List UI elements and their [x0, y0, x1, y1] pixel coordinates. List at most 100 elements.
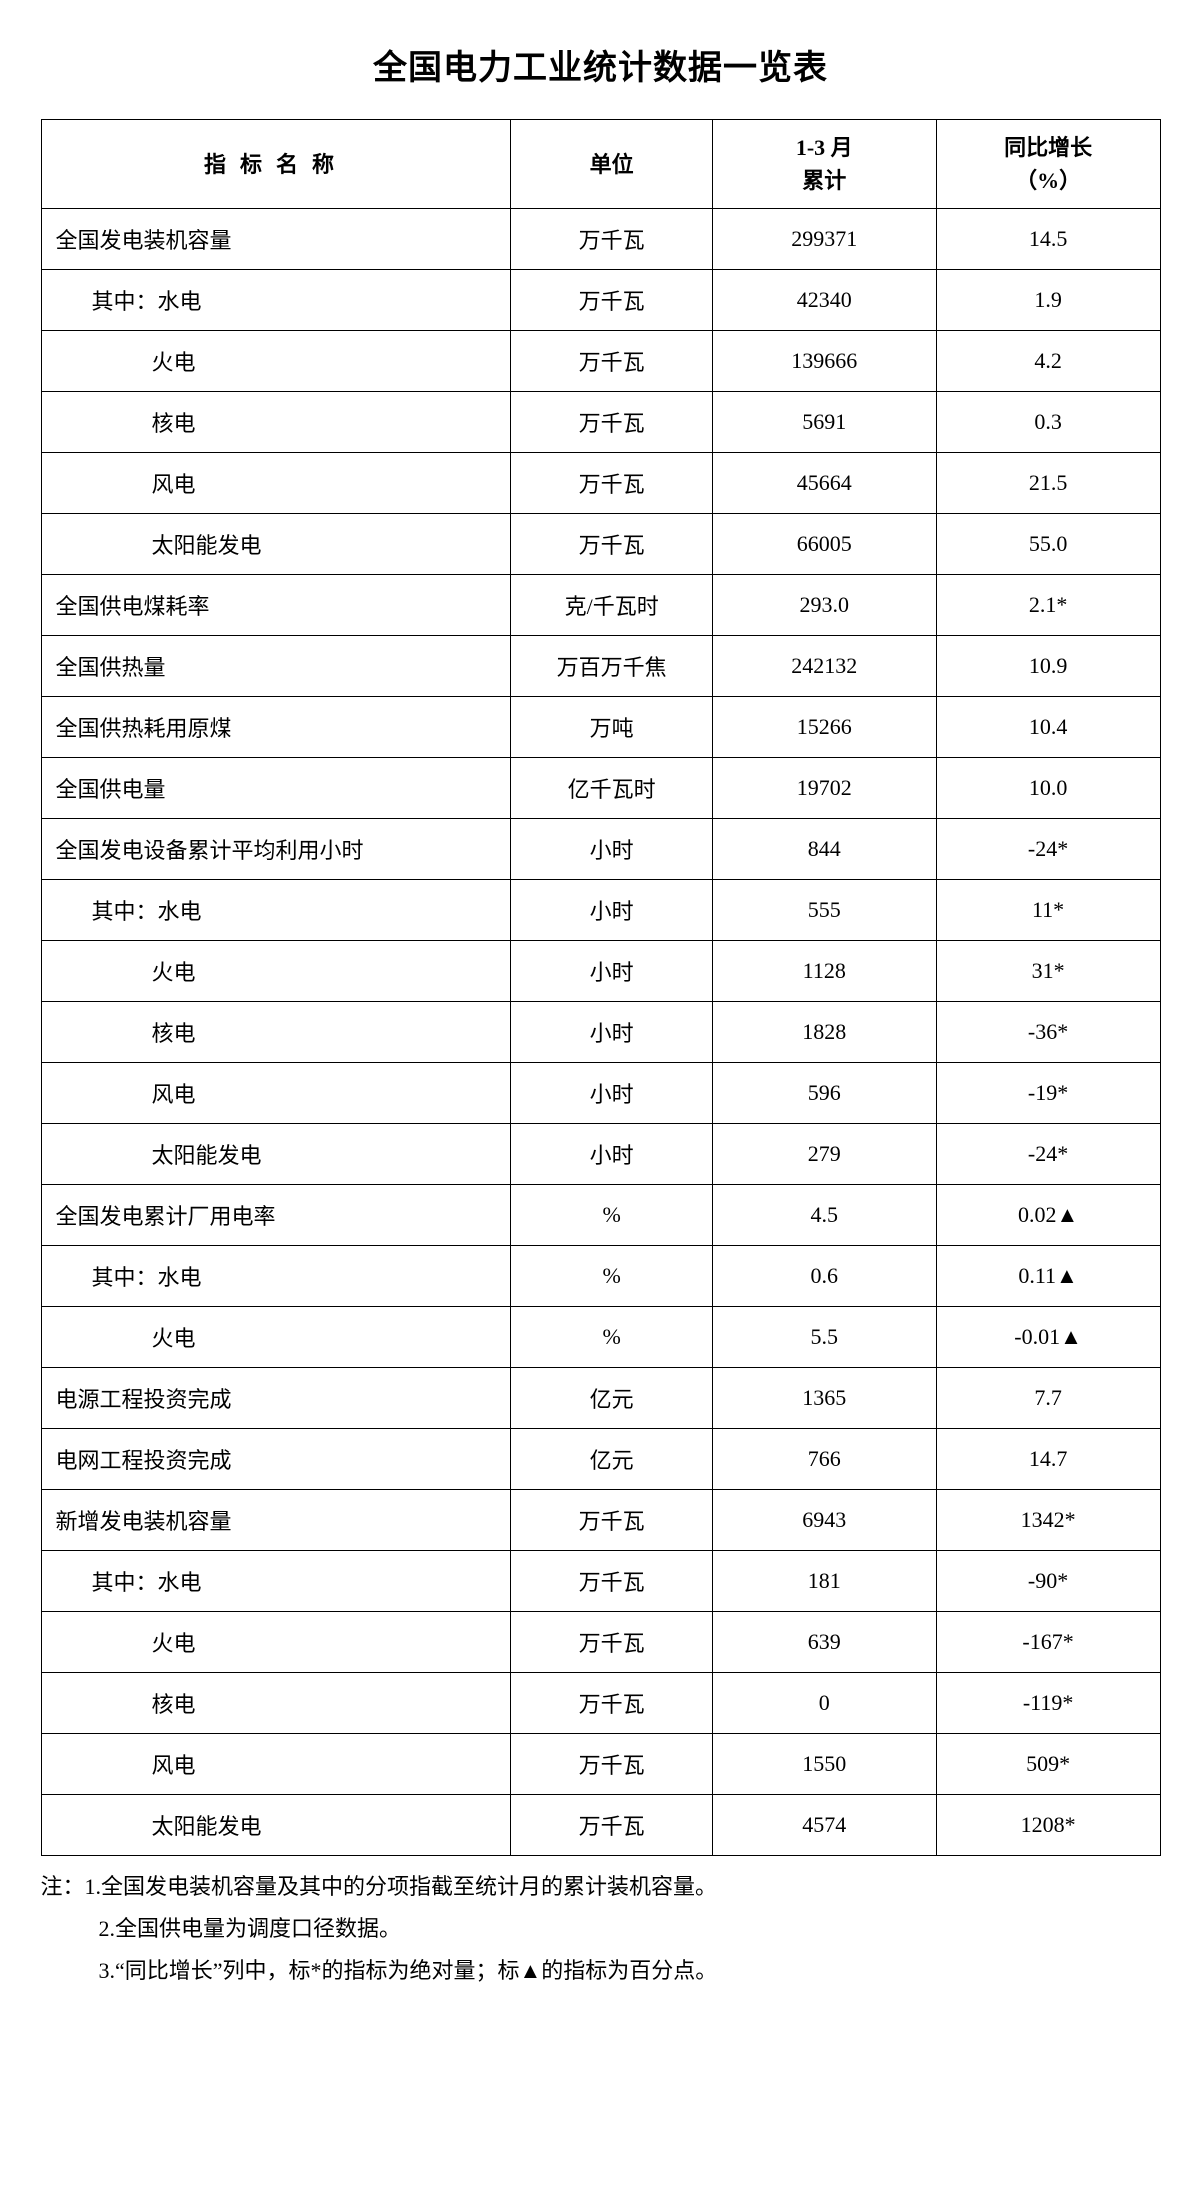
page-title: 全国电力工业统计数据一览表 [41, 40, 1161, 89]
table-row: 电源工程投资完成亿元13657.7 [41, 1368, 1160, 1429]
col-header-name: 指标名称 [41, 120, 511, 209]
cell-growth: -36* [936, 1002, 1160, 1063]
cell-unit: 万千瓦 [511, 514, 712, 575]
cell-unit: 万百万千焦 [511, 636, 712, 697]
cell-unit: 万吨 [511, 697, 712, 758]
cell-growth: 0.02▲ [936, 1185, 1160, 1246]
cell-unit: 亿元 [511, 1368, 712, 1429]
cell-value: 45664 [712, 453, 936, 514]
cell-indicator-name: 火电 [41, 1612, 511, 1673]
cell-unit: 万千瓦 [511, 1673, 712, 1734]
cell-indicator-name: 太阳能发电 [41, 514, 511, 575]
cell-value: 5.5 [712, 1307, 936, 1368]
cell-growth: 10.0 [936, 758, 1160, 819]
table-row: 全国供热量万百万千焦24213210.9 [41, 636, 1160, 697]
table-row: 其中：水电万千瓦423401.9 [41, 270, 1160, 331]
cell-growth: 1208* [936, 1795, 1160, 1856]
cell-indicator-name: 全国发电装机容量 [41, 209, 511, 270]
cell-unit: 小时 [511, 1124, 712, 1185]
cell-indicator-name: 电网工程投资完成 [41, 1429, 511, 1490]
table-row: 全国供电量亿千瓦时1970210.0 [41, 758, 1160, 819]
cell-indicator-name: 核电 [41, 392, 511, 453]
table-row: 其中：水电%0.60.11▲ [41, 1246, 1160, 1307]
cell-growth: 4.2 [936, 331, 1160, 392]
table-row: 核电万千瓦0-119* [41, 1673, 1160, 1734]
table-row: 全国发电装机容量万千瓦29937114.5 [41, 209, 1160, 270]
cell-value: 555 [712, 880, 936, 941]
cell-unit: 小时 [511, 819, 712, 880]
cell-unit: 小时 [511, 1002, 712, 1063]
cell-growth: 11* [936, 880, 1160, 941]
cell-growth: 31* [936, 941, 1160, 1002]
table-row: 新增发电装机容量万千瓦69431342* [41, 1490, 1160, 1551]
cell-value: 293.0 [712, 575, 936, 636]
table-row: 电网工程投资完成亿元76614.7 [41, 1429, 1160, 1490]
cell-value: 66005 [712, 514, 936, 575]
cell-value: 1128 [712, 941, 936, 1002]
cell-unit: % [511, 1307, 712, 1368]
cell-unit: 亿元 [511, 1429, 712, 1490]
cell-growth: 55.0 [936, 514, 1160, 575]
cell-value: 1828 [712, 1002, 936, 1063]
table-row: 太阳能发电万千瓦6600555.0 [41, 514, 1160, 575]
table-row: 风电万千瓦4566421.5 [41, 453, 1160, 514]
col-header-growth: 同比增长（%） [936, 120, 1160, 209]
cell-unit: 万千瓦 [511, 392, 712, 453]
cell-growth: 14.5 [936, 209, 1160, 270]
table-row: 全国发电设备累计平均利用小时小时844-24* [41, 819, 1160, 880]
cell-value: 844 [712, 819, 936, 880]
cell-indicator-name: 其中：水电 [41, 1246, 511, 1307]
footnote-line: 2.全国供电量为调度口径数据。 [41, 1908, 1161, 1950]
cell-value: 139666 [712, 331, 936, 392]
cell-growth: 1342* [936, 1490, 1160, 1551]
cell-growth: 10.4 [936, 697, 1160, 758]
table-row: 火电%5.5-0.01▲ [41, 1307, 1160, 1368]
cell-indicator-name: 全国供热耗用原煤 [41, 697, 511, 758]
col-header-unit: 单位 [511, 120, 712, 209]
cell-indicator-name: 火电 [41, 1307, 511, 1368]
table-row: 风电万千瓦1550509* [41, 1734, 1160, 1795]
cell-indicator-name: 全国发电设备累计平均利用小时 [41, 819, 511, 880]
cell-growth: 7.7 [936, 1368, 1160, 1429]
cell-value: 5691 [712, 392, 936, 453]
cell-unit: % [511, 1246, 712, 1307]
cell-growth: -19* [936, 1063, 1160, 1124]
cell-value: 766 [712, 1429, 936, 1490]
cell-unit: 万千瓦 [511, 1490, 712, 1551]
cell-indicator-name: 其中：水电 [41, 880, 511, 941]
cell-indicator-name: 太阳能发电 [41, 1124, 511, 1185]
cell-growth: 14.7 [936, 1429, 1160, 1490]
cell-indicator-name: 其中：水电 [41, 1551, 511, 1612]
cell-value: 0 [712, 1673, 936, 1734]
cell-growth: -90* [936, 1551, 1160, 1612]
table-row: 太阳能发电万千瓦45741208* [41, 1795, 1160, 1856]
cell-value: 279 [712, 1124, 936, 1185]
footnotes: 注：1.全国发电装机容量及其中的分项指截至统计月的累计装机容量。 2.全国供电量… [41, 1866, 1161, 1991]
cell-unit: 万千瓦 [511, 453, 712, 514]
table-body: 全国发电装机容量万千瓦29937114.5其中：水电万千瓦423401.9火电万… [41, 209, 1160, 1856]
cell-value: 1550 [712, 1734, 936, 1795]
cell-growth: 0.11▲ [936, 1246, 1160, 1307]
table-row: 风电小时596-19* [41, 1063, 1160, 1124]
table-row: 全国供电煤耗率克/千瓦时293.02.1* [41, 575, 1160, 636]
table-row: 其中：水电万千瓦181-90* [41, 1551, 1160, 1612]
table-row: 火电万千瓦639-167* [41, 1612, 1160, 1673]
cell-indicator-name: 风电 [41, 1063, 511, 1124]
cell-growth: -0.01▲ [936, 1307, 1160, 1368]
cell-value: 42340 [712, 270, 936, 331]
cell-value: 6943 [712, 1490, 936, 1551]
table-row: 火电万千瓦1396664.2 [41, 331, 1160, 392]
table-row: 全国供热耗用原煤万吨1526610.4 [41, 697, 1160, 758]
cell-growth: 2.1* [936, 575, 1160, 636]
cell-value: 4574 [712, 1795, 936, 1856]
table-row: 太阳能发电小时279-24* [41, 1124, 1160, 1185]
cell-unit: 万千瓦 [511, 270, 712, 331]
cell-indicator-name: 火电 [41, 941, 511, 1002]
cell-indicator-name: 其中：水电 [41, 270, 511, 331]
cell-unit: 万千瓦 [511, 331, 712, 392]
cell-growth: -24* [936, 819, 1160, 880]
cell-indicator-name: 太阳能发电 [41, 1795, 511, 1856]
cell-unit: 小时 [511, 880, 712, 941]
cell-growth: 0.3 [936, 392, 1160, 453]
cell-indicator-name: 全国供热量 [41, 636, 511, 697]
